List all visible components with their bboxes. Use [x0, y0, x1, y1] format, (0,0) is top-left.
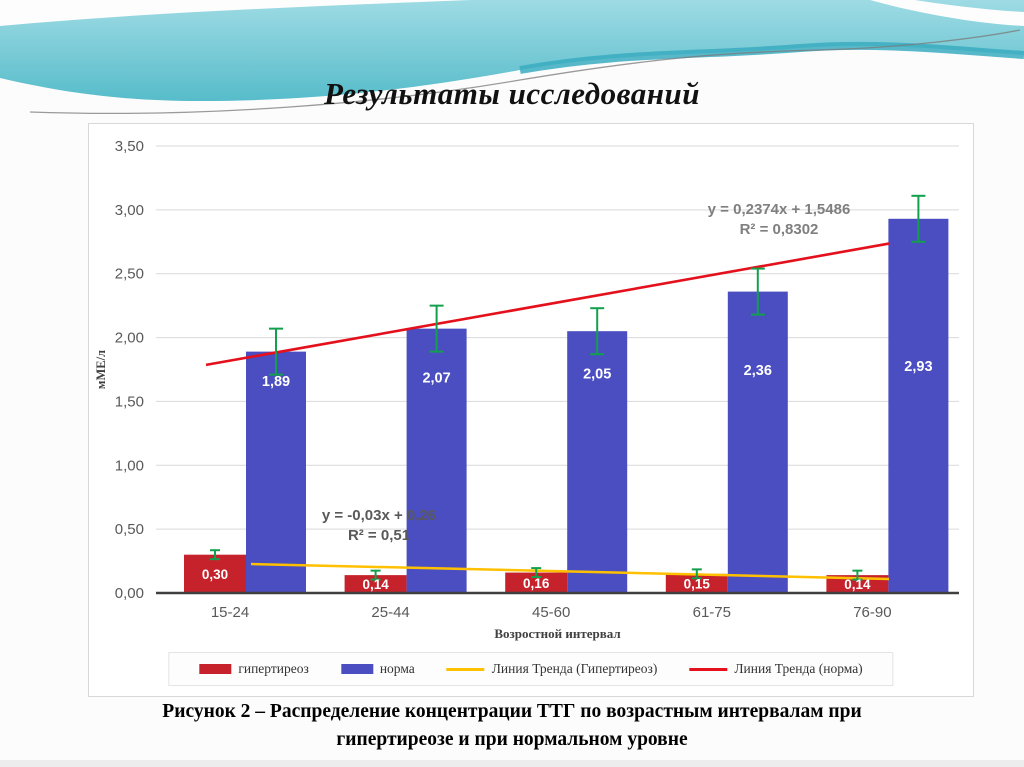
y-tick-label: 1,50: [115, 393, 144, 410]
legend-label: Линия Тренда (норма): [734, 661, 863, 676]
bar-chart: 0,00 0,50 1,00 1,50 2,00 2,50 3,00 3,50 мМЕ/л 0,3…: [94, 138, 959, 641]
x-axis-title: Возростной интервал: [494, 626, 620, 641]
data-label-hyperthyroid: 0,30: [202, 567, 228, 582]
y-tick-label: 2,00: [115, 330, 144, 347]
data-label-hyperthyroid: 0,14: [362, 577, 389, 592]
data-label-norm: 2,93: [904, 359, 932, 375]
wave-white-sliver-topright: [870, 0, 1024, 26]
x-tick-label: 25-44: [371, 604, 409, 621]
x-tick-label: 76-90: [853, 604, 891, 621]
legend-label: Линия Тренда (Гипертиреоз): [491, 661, 658, 676]
legend-swatch-hyperthyroid: [199, 664, 232, 674]
y-tick-label: 3,50: [115, 138, 144, 155]
r-squared-text: R² = 0,8302: [739, 221, 819, 238]
legend-swatch-norm: [340, 664, 373, 674]
caption-line-1: Рисунок 2 – Распределение концентрации Т…: [162, 701, 862, 722]
bar-hyperthyroid-25-44: [344, 575, 407, 593]
legend-swatch-trend-hyperthyroid: [446, 667, 485, 671]
bar-norm-25-44: [406, 328, 467, 593]
bar-hyperthyroid-15-24: [184, 554, 246, 593]
trendline-equation-hyper: y = -0,03x + 0,26 R² = 0,51: [229, 506, 529, 546]
y-tick-label: 1,00: [115, 457, 144, 474]
y-tick-label: 0,50: [115, 521, 144, 538]
data-label-norm: 2,36: [744, 363, 772, 379]
data-label-hyperthyroid: 0,15: [684, 576, 711, 591]
slide-bottom-strip: [0, 760, 1024, 767]
bar-hyperthyroid-61-75: [665, 573, 728, 593]
bar-norm-15-24: [246, 351, 306, 593]
data-label-norm: 1,89: [262, 374, 290, 390]
chart-container: 0,00 0,50 1,00 1,50 2,00 2,50 3,00 3,50 мМЕ/л 0,3…: [88, 123, 974, 697]
data-label-hyperthyroid: 0,16: [523, 576, 550, 591]
wave-white-sliver-topleft: [0, 0, 470, 26]
data-label-norm: 2,05: [583, 367, 611, 383]
y-tick-label: 0,00: [115, 585, 144, 602]
slide-title: Результаты исследований: [324, 76, 700, 111]
legend-label: норма: [379, 661, 415, 676]
chart-legend: гипертиреоз норма Линия Тренда (Гипертир…: [168, 652, 894, 686]
bar-norm-61-75: [727, 291, 788, 593]
legend-item-norm: норма: [340, 661, 415, 677]
legend-swatch-trend-norm: [689, 667, 728, 671]
bar-hyperthyroid-45-60: [505, 572, 568, 593]
trendline-norm: [205, 242, 890, 367]
r-squared-text: R² = 0,51: [347, 527, 411, 544]
equation-text: y = -0,03x + 0,26: [321, 507, 437, 524]
x-tick-label: 61-75: [693, 604, 731, 621]
trendline-equation-norm: y = 0,2374x + 1,5486 R² = 0,8302: [629, 200, 929, 240]
caption-line-2: гипертиреозе и при нормальном уровне: [336, 729, 688, 750]
bar-norm-76-90: [888, 218, 949, 593]
legend-item-trend-hyperthyroid: Линия Тренда (Гипертиреоз): [446, 661, 658, 677]
x-tick-label: 45-60: [532, 604, 570, 621]
bar-norm-45-60: [567, 331, 628, 593]
y-tick-label: 3,00: [115, 202, 144, 219]
y-axis-title: мМЕ/л: [94, 350, 108, 389]
header-wave-decoration: [0, 0, 1024, 115]
wave-teal-edge: [519, 41, 1024, 74]
legend-item-trend-norm: Линия Тренда (норма): [689, 661, 863, 677]
data-label-norm: 2,07: [422, 370, 450, 386]
equation-text: y = 0,2374x + 1,5486: [707, 201, 851, 218]
legend-item-hyperthyroid: гипертиреоз: [199, 661, 309, 677]
x-tick-label: 15-24: [211, 604, 249, 621]
legend-label: гипертиреоз: [238, 661, 309, 676]
wave-thin-gray-line: [29, 29, 1021, 115]
y-tick-label: 2,50: [115, 266, 144, 283]
data-label-hyperthyroid: 0,14: [844, 577, 871, 592]
wave-teal-main: [0, 0, 1024, 101]
figure-caption: Рисунок 2 – Распределение концентрации Т…: [0, 698, 1024, 754]
trendline-hyperthyroid: [250, 562, 890, 581]
